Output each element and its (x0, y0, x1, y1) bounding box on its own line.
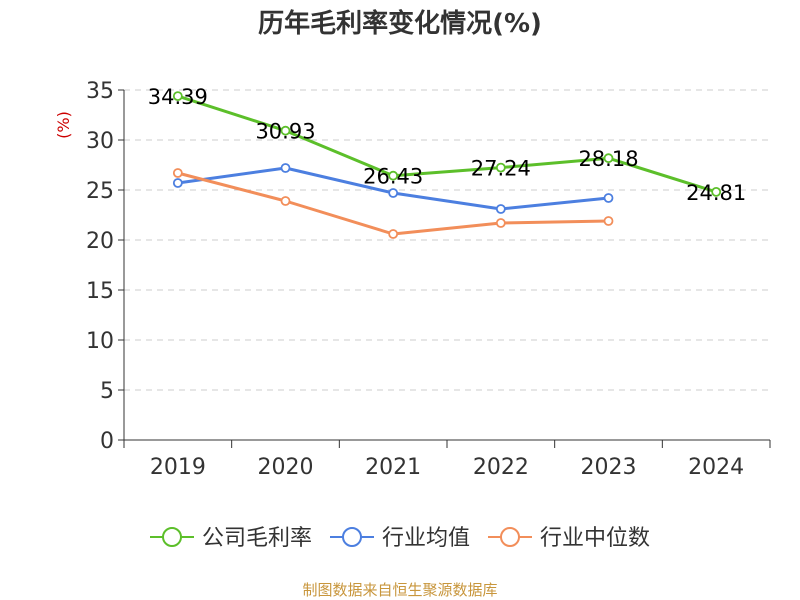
x-tick-label-2019: 2019 (150, 455, 206, 480)
data-labels: 34.39 30.93 26.43 27.24 28.18 24.81 (148, 85, 746, 205)
data-point-1-2020 (280, 163, 291, 173)
data-point-2-2023 (603, 216, 614, 226)
source-note: 制图数据来自恒生聚源数据库 (302, 581, 497, 599)
chart-title: 历年毛利率变化情况(%) (258, 8, 542, 39)
x-tick-label-2022: 2022 (473, 455, 529, 480)
x-tick-label-2024: 2024 (688, 455, 744, 480)
legend[interactable]: 公司毛利率 行业均值 行业中位数 (150, 526, 650, 551)
series-group (172, 91, 722, 239)
data-point-0-2021 (388, 170, 399, 181)
legend-label-0[interactable]: 公司毛利率 (202, 526, 312, 551)
data-label-2021: 26.43 (363, 165, 423, 189)
legend-marker-0[interactable] (162, 527, 182, 547)
axes: 0 5 10 15 20 25 30 35 2019 2020 2021 2022 2023 2024 (86, 79, 771, 480)
y-tick-label-15: 15 (86, 279, 114, 304)
legend-label-1[interactable]: 行业均值 (382, 526, 470, 551)
data-point-0-2020 (280, 125, 291, 136)
data-point-1-2021 (388, 188, 399, 198)
y-tick-label-25: 25 (86, 179, 114, 204)
y-tick-label-35: 35 (86, 79, 114, 104)
y-tick-label-20: 20 (86, 229, 114, 254)
data-label-2020: 30.93 (255, 120, 315, 144)
data-label-2023: 28.18 (578, 147, 638, 171)
data-label-2019: 34.39 (148, 85, 208, 109)
x-tick-label-2023: 2023 (581, 455, 637, 480)
data-point-0-2022 (495, 162, 506, 173)
data-point-1-2022 (495, 204, 506, 214)
data-point-0-2023 (603, 153, 614, 164)
y-tick-label-5: 5 (100, 379, 114, 404)
data-point-1-2023 (603, 193, 614, 203)
x-tick-label-2020: 2020 (258, 455, 314, 480)
data-point-0-2024 (711, 186, 722, 197)
data-label-2024: 24.81 (686, 181, 746, 205)
y-tick-label-0: 0 (100, 429, 114, 454)
y-tick-label-10: 10 (86, 329, 114, 354)
data-label-2022: 27.24 (471, 157, 531, 181)
legend-label-2[interactable]: 行业中位数 (540, 526, 650, 551)
legend-marker-2[interactable] (500, 527, 520, 547)
y-tick-label-30: 30 (86, 129, 114, 154)
y-axis-label: (%) (54, 111, 73, 139)
gridlines (124, 89, 770, 391)
data-point-2-2019 (172, 168, 183, 178)
data-point-0-2019 (172, 91, 183, 101)
data-point-2-2021 (388, 229, 399, 239)
x-tick-label-2021: 2021 (365, 455, 421, 480)
series-line-0 (177, 94, 717, 194)
data-point-2-2020 (280, 196, 291, 206)
data-point-1-2019 (172, 178, 183, 188)
data-point-2-2022 (495, 218, 506, 228)
legend-marker-1[interactable] (342, 527, 362, 547)
